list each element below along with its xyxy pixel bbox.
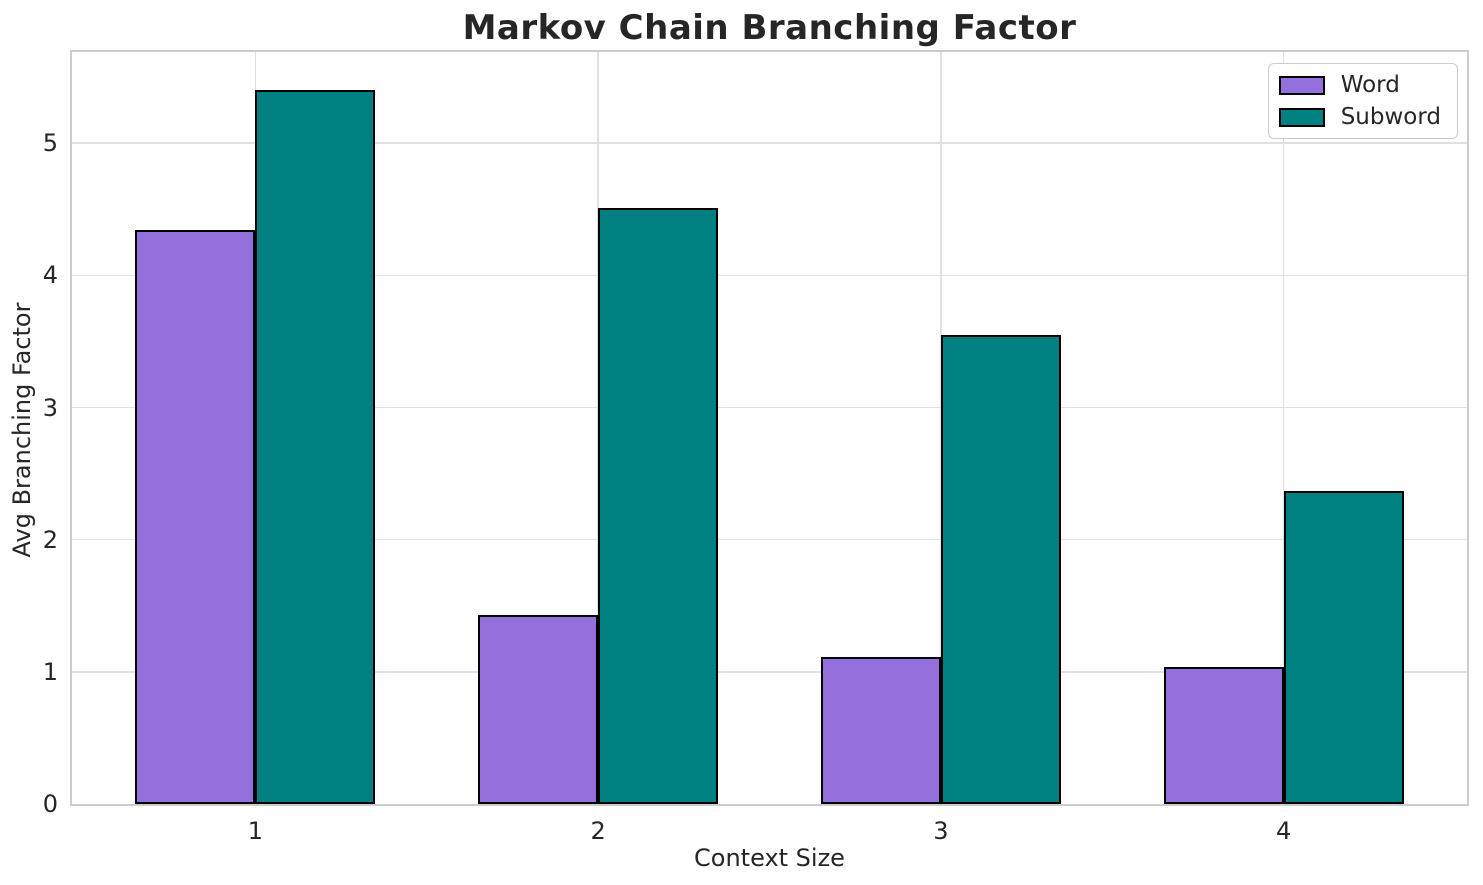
legend-label-word: Word <box>1340 72 1400 98</box>
legend-item-subword: Subword <box>1278 104 1441 130</box>
y-axis-label: Avg Branching Factor <box>8 302 36 558</box>
gridline-horizontal <box>72 406 1467 409</box>
word-series-swatch <box>1278 75 1325 95</box>
word-bar <box>478 615 599 804</box>
legend: Word Subword <box>1267 63 1458 139</box>
gridline-horizontal <box>72 671 1467 673</box>
y-axis-tick-label: 0 <box>42 790 58 818</box>
y-axis-tick-label: 2 <box>42 525 58 554</box>
x-axis-tick-label: 4 <box>1275 817 1292 845</box>
subword-bar <box>598 207 719 804</box>
legend-label-subword: Subword <box>1340 104 1441 130</box>
y-axis-tick-label: 5 <box>42 129 58 158</box>
plot-area <box>70 50 1469 806</box>
subword-bar <box>1283 490 1404 804</box>
gridline-horizontal <box>72 274 1467 277</box>
y-axis-tick-label: 1 <box>42 657 58 686</box>
x-axis-tick-label: 2 <box>590 817 606 845</box>
word-bar <box>1163 666 1284 804</box>
x-axis-tick-label: 1 <box>247 817 263 845</box>
subword-bar <box>255 90 376 804</box>
x-axis-tick-label: 3 <box>933 817 949 845</box>
gridline-vertical <box>1282 52 1285 804</box>
subword-series-swatch <box>1278 107 1325 127</box>
chart-title: Markov Chain Branching Factor <box>462 8 1077 48</box>
gridline-horizontal <box>72 142 1467 144</box>
subword-bar <box>940 334 1061 804</box>
legend-item-word: Word <box>1278 72 1441 98</box>
y-axis-tick-label: 4 <box>42 261 58 290</box>
word-bar <box>820 657 941 804</box>
gridline-horizontal <box>72 538 1467 541</box>
gridline-vertical <box>940 52 942 804</box>
word-bar <box>135 230 256 804</box>
y-axis-tick-label: 3 <box>42 393 58 422</box>
x-axis-label: Context Size <box>694 844 845 872</box>
